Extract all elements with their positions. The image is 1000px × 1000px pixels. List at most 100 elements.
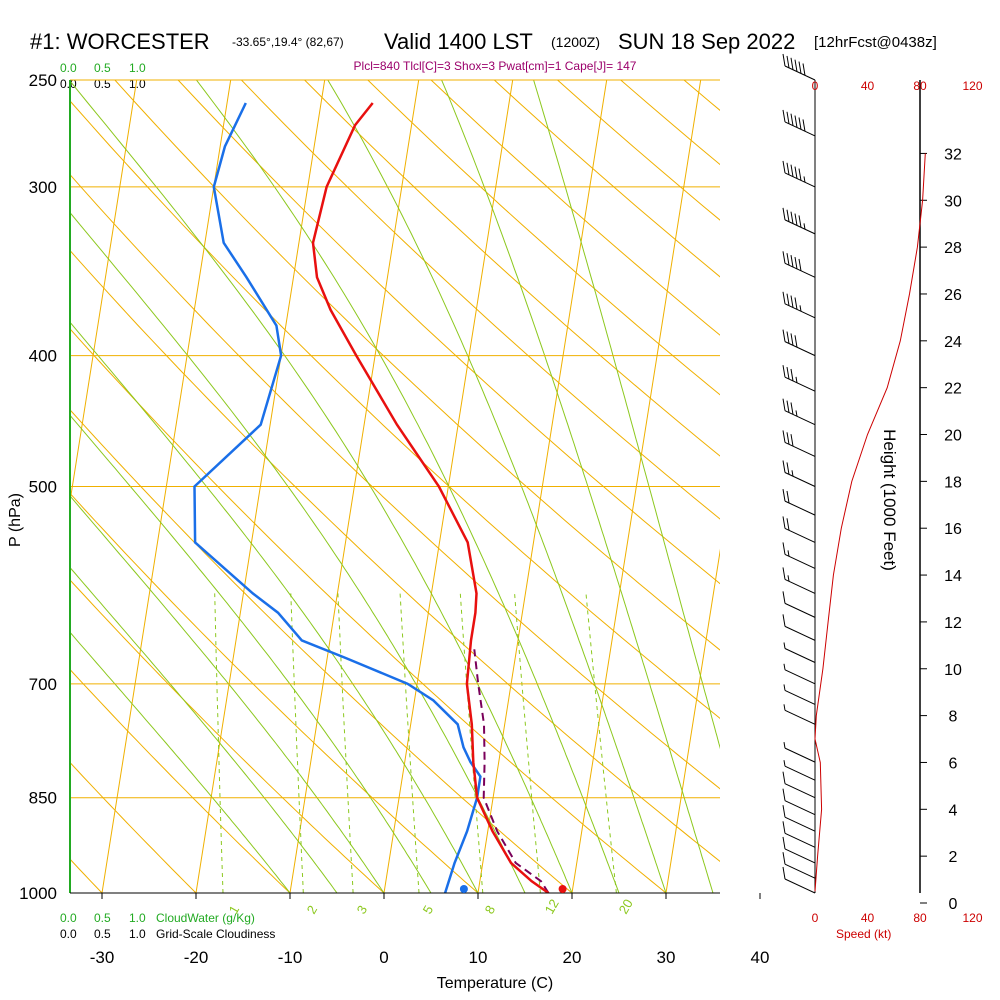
height-tick-label: 28 — [944, 240, 962, 257]
wind-barb — [783, 663, 816, 685]
wind-panel: 0040408080120120024681012141618202224262… — [782, 53, 983, 925]
wind-barb — [782, 614, 816, 641]
height-tick-label: 8 — [949, 709, 958, 726]
cloudwater-tick-top: 1.0 — [129, 61, 146, 75]
pressure-tick-label: 400 — [29, 347, 57, 366]
stability-parameters: Plcl=840 Tlcl[C]=3 Shox=3 Pwat[cm]=1 Cap… — [354, 59, 637, 73]
dry-adiabat-line — [70, 761, 197, 893]
cloudwater-tick-bottom: 1.0 — [129, 911, 146, 925]
dry-adiabat-line — [241, 80, 720, 520]
speed-axis-label: Speed (kt) — [836, 927, 891, 941]
x-tick-label: 0 — [379, 948, 388, 967]
x-tick-label: 40 — [751, 948, 770, 967]
mixing-ratio-line — [585, 593, 617, 893]
moist-adiabat-line — [70, 80, 573, 893]
moist-adiabat-line — [441, 80, 714, 893]
dry-adiabat-line — [0, 80, 8, 893]
moist-adiabat-line — [70, 566, 338, 893]
wind-barb — [782, 207, 816, 235]
x-tick-label: 30 — [657, 948, 676, 967]
cloudwater-tick-bottom: 0.0 — [60, 911, 77, 925]
mixing-ratio-line — [514, 593, 541, 893]
height-tick-label: 16 — [944, 521, 962, 538]
temperature-profile-line — [311, 102, 550, 893]
y-axis-label: P (hPa) — [7, 493, 24, 547]
mixing-ratio-line — [290, 593, 304, 893]
wind-barb — [782, 821, 816, 848]
dewpoint-profile-line — [193, 102, 482, 893]
wind-barb — [782, 460, 816, 487]
dry-adiabat-line — [430, 80, 720, 336]
moist-adiabat-line — [70, 414, 432, 893]
isobar-lines: 250 300 400 500 700 850 1000 — [19, 71, 720, 903]
mixing-ratio-line — [214, 593, 224, 893]
x-tick-label: 10 — [469, 948, 488, 967]
cloudiness-tick-top: 0.5 — [94, 77, 111, 91]
height-tick-label: 2 — [949, 849, 958, 866]
sounding-profiles — [193, 102, 550, 893]
surface-dewpoint-point — [459, 885, 468, 893]
x-tick-label: -30 — [90, 948, 115, 967]
cloud-scale-top: 0.0 0.5 1.0 0.0 0.5 1.0 — [60, 61, 146, 91]
wind-barb — [783, 760, 816, 781]
dry-adiabat-line — [70, 173, 720, 790]
wind-barb — [782, 567, 816, 594]
moist-adiabat-line — [70, 321, 479, 893]
cloudwater-tick-top: 0.5 — [94, 61, 111, 75]
speed-tick-top: 40 — [861, 79, 875, 93]
dry-adiabat-line — [70, 492, 479, 893]
wind-barb — [782, 771, 816, 799]
cloudwater-axis-label: CloudWater (g/Kg) — [156, 911, 255, 925]
height-tick-label: 18 — [944, 474, 962, 491]
isotherm-line — [854, 80, 983, 893]
moist-adiabat-line — [70, 495, 385, 893]
surface-temperature-point — [558, 885, 567, 893]
wind-barb — [783, 642, 816, 663]
pressure-tick-label: 250 — [29, 71, 57, 90]
cloudiness-tick-bottom: 1.0 — [129, 927, 146, 941]
dry-adiabat-line — [367, 80, 720, 396]
moist-adiabat-line — [70, 211, 526, 893]
speed-tick-bottom: 40 — [861, 911, 875, 925]
height-tick-label: 4 — [949, 802, 958, 819]
x-axis-label: Temperature (C) — [437, 975, 553, 992]
height-axis-label: Height (1000 Feet) — [880, 429, 899, 571]
pressure-tick-label: 700 — [29, 675, 57, 694]
wind-barb — [782, 109, 816, 137]
chart-title-utc: (1200Z) — [551, 34, 600, 50]
chart-title-coords: -33.65°,19.4° (82,67) — [232, 35, 344, 49]
wind-barb — [782, 591, 816, 618]
wind-barb — [782, 430, 816, 457]
cloud-scale-bottom: 0.0 0.5 1.0 CloudWater (g/Kg) 0.0 0.5 1.… — [60, 911, 275, 941]
wind-barb — [782, 398, 816, 426]
chart-axes: -30 -20 -10 0 10 20 30 401 2 3 5 8 12 20 — [69, 80, 770, 967]
wind-barb — [782, 489, 816, 516]
dry-adiabat-line — [70, 328, 667, 893]
dry-adiabat-line — [70, 409, 573, 893]
wind-barb — [782, 53, 816, 81]
wind-barb — [783, 684, 816, 705]
mixing-ratio-label: 20 — [616, 896, 636, 916]
mixing-ratio-label: 3 — [354, 903, 371, 917]
speed-tick-bottom: 80 — [913, 911, 927, 925]
dry-adiabat-line — [304, 80, 720, 457]
wind-barb — [782, 291, 816, 319]
height-tick-label: 6 — [949, 755, 958, 772]
cloudwater-tick-top: 0.0 — [60, 61, 77, 75]
cloudiness-tick-top: 1.0 — [129, 77, 146, 91]
wind-barb — [782, 329, 816, 357]
wind-barb — [782, 542, 816, 569]
wind-barb — [782, 788, 816, 816]
height-tick-label: 10 — [944, 662, 962, 679]
height-tick-label: 12 — [944, 615, 962, 632]
mixing-ratio-line — [399, 593, 420, 893]
wind-barb — [782, 251, 816, 278]
dry-adiabat-line — [70, 249, 720, 863]
pressure-tick-label: 300 — [29, 178, 57, 197]
height-tick-label: 30 — [944, 193, 962, 210]
height-tick-label: 20 — [944, 428, 962, 445]
wind-barb — [782, 365, 816, 392]
wind-barb — [782, 852, 816, 879]
thermo-background — [0, 80, 983, 893]
